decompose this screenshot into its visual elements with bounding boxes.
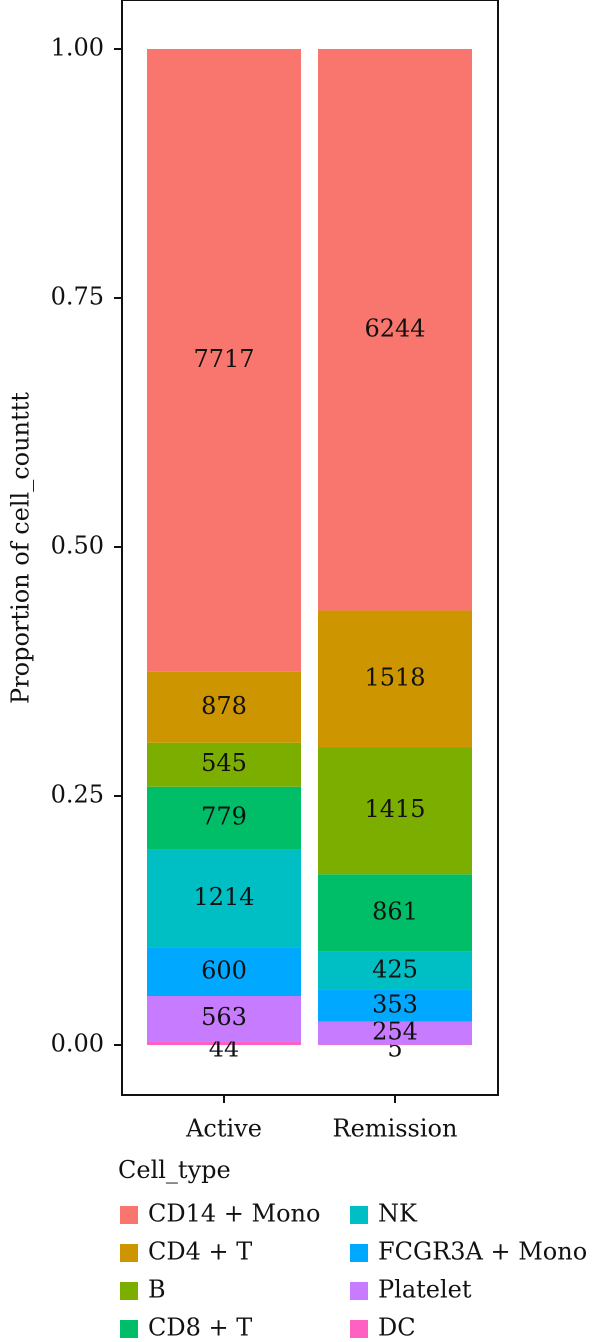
y-tick-label: 0.50	[51, 532, 104, 560]
data-label: 545	[201, 749, 247, 777]
legend-key	[350, 1320, 368, 1338]
bar-segment	[147, 742, 301, 787]
bar-segment	[147, 996, 301, 1042]
bar-segment	[318, 874, 472, 952]
data-label: 425	[372, 955, 418, 983]
x-axis: Active Remission	[185, 1095, 457, 1143]
data-label: 353	[372, 990, 418, 1018]
legend-key	[120, 1206, 138, 1224]
y-axis: 0.00 0.25 0.50 0.75 1.00	[51, 34, 122, 1058]
bars-group: 4456360012147795458787717525435342586114…	[147, 49, 472, 1063]
legend-key	[120, 1320, 138, 1338]
legend-item-label: CD8 + T	[148, 1314, 252, 1342]
y-tick-label: 1.00	[51, 34, 104, 62]
legend-item-label: CD4 + T	[148, 1238, 252, 1266]
bar-segment	[147, 947, 301, 997]
legend-item-label: DC	[378, 1314, 416, 1342]
bar-segment	[318, 1044, 472, 1046]
data-label: 878	[201, 692, 247, 720]
legend-item-label: NK	[378, 1200, 418, 1228]
legend-title: Cell_type	[118, 1156, 231, 1184]
bar-segment	[147, 786, 301, 850]
bar-segment	[147, 671, 301, 743]
bar-segment	[318, 49, 472, 611]
y-tick-label: 0.00	[51, 1030, 104, 1058]
bar-segment	[318, 989, 472, 1022]
data-label: 1214	[193, 883, 254, 911]
legend: Cell_type CD14 + Mono CD4 + T B CD8 + T NK FC…	[118, 1156, 587, 1342]
legend-item-label: B	[148, 1276, 166, 1304]
y-tick-label: 0.75	[51, 283, 104, 311]
bar-segment	[318, 1021, 472, 1045]
bar-segment	[318, 951, 472, 990]
legend-key	[120, 1282, 138, 1300]
bar-segment	[318, 610, 472, 748]
data-label: 6244	[364, 314, 425, 342]
bar-segment	[318, 747, 472, 875]
legend-key	[350, 1206, 368, 1224]
data-label: 600	[201, 956, 247, 984]
data-label: 1518	[364, 663, 425, 691]
legend-item-label: Platelet	[378, 1276, 472, 1304]
legend-item-label: CD14 + Mono	[148, 1200, 320, 1228]
legend-item-label: FCGR3A + Mono	[378, 1238, 587, 1266]
data-label: 779	[201, 803, 247, 831]
data-label: 7717	[193, 345, 254, 373]
legend-key	[350, 1244, 368, 1262]
bar-segment	[147, 1041, 301, 1045]
data-label: 254	[372, 1018, 418, 1046]
bar-segment	[147, 49, 301, 672]
bar-segment	[147, 849, 301, 948]
data-label: 1415	[364, 795, 425, 823]
x-tick-label: Remission	[333, 1115, 458, 1143]
data-label: 563	[201, 1003, 247, 1031]
y-tick-label: 0.25	[51, 781, 104, 809]
legend-key	[120, 1244, 138, 1262]
x-tick-label: Active	[185, 1115, 262, 1143]
y-axis-title: Proportion of cell_counttt	[7, 392, 35, 704]
legend-key	[350, 1282, 368, 1300]
data-label: 861	[372, 898, 418, 926]
